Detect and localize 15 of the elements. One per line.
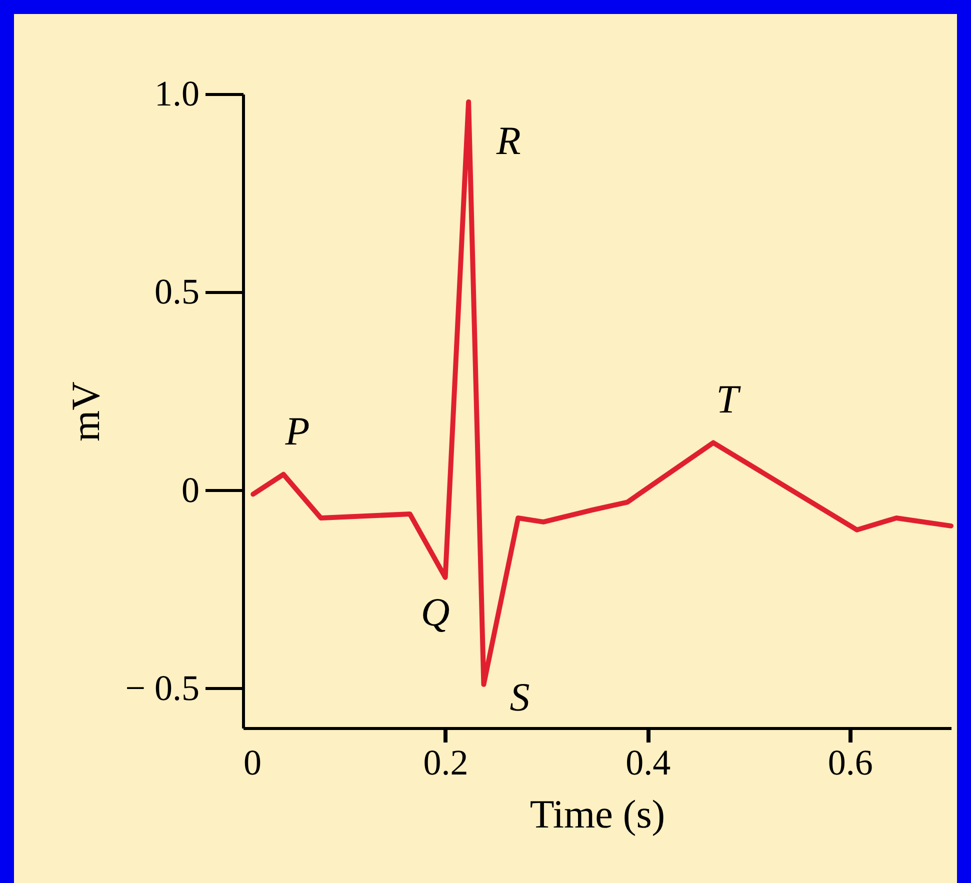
annotation: P	[284, 408, 310, 454]
annotation: T	[716, 376, 742, 422]
y-tick-label: 0	[182, 470, 200, 510]
annotation: Q	[420, 589, 450, 634]
x-tick-label: 0.6	[828, 742, 873, 782]
annotation: S	[510, 674, 530, 720]
annotation: R	[495, 118, 521, 163]
x-tick-label: 0	[244, 742, 262, 782]
y-tick-label: 0.5	[154, 272, 200, 312]
y-axis-title: mV	[63, 381, 108, 442]
x-axis-title: Time (s)	[530, 792, 666, 836]
y-tick-label: − 0.5	[125, 668, 200, 708]
x-tick-label: 0.4	[626, 742, 671, 782]
x-tick-label: 0.2	[423, 742, 468, 782]
y-tick-label: 1.0	[154, 74, 200, 114]
